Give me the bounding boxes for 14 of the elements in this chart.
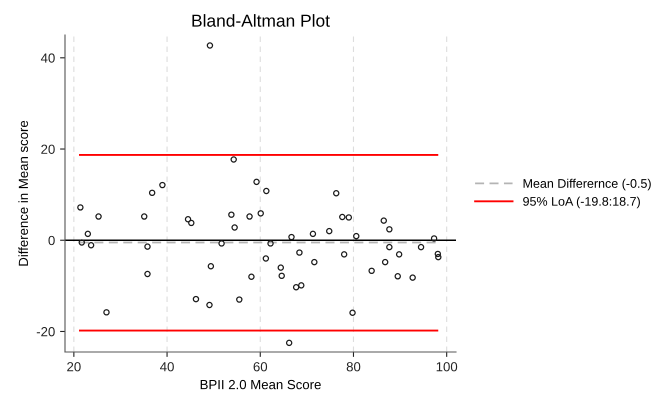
y-axis-title: Difference in Mean score xyxy=(18,120,28,266)
chart-title: Bland-Altman Plot xyxy=(192,14,330,27)
y-tick-label: 20 xyxy=(41,144,55,154)
y-tick-label: 40 xyxy=(40,53,55,63)
x-tick-label: 100 xyxy=(436,362,458,372)
x-tick-label: 20 xyxy=(67,362,81,372)
legend-label: 95% LoA (-19.8:18.7) xyxy=(523,196,640,208)
legend-label: Mean Differernce (-0.5) xyxy=(524,178,651,190)
y-tick-label: 0 xyxy=(48,236,55,246)
x-tick-label: 40 xyxy=(160,362,174,372)
x-tick-label: 60 xyxy=(254,362,268,372)
x-tick-label: 80 xyxy=(346,362,360,372)
y-tick-label: -20 xyxy=(36,327,55,336)
x-axis-title: BPII 2.0 Mean Score xyxy=(200,380,321,390)
